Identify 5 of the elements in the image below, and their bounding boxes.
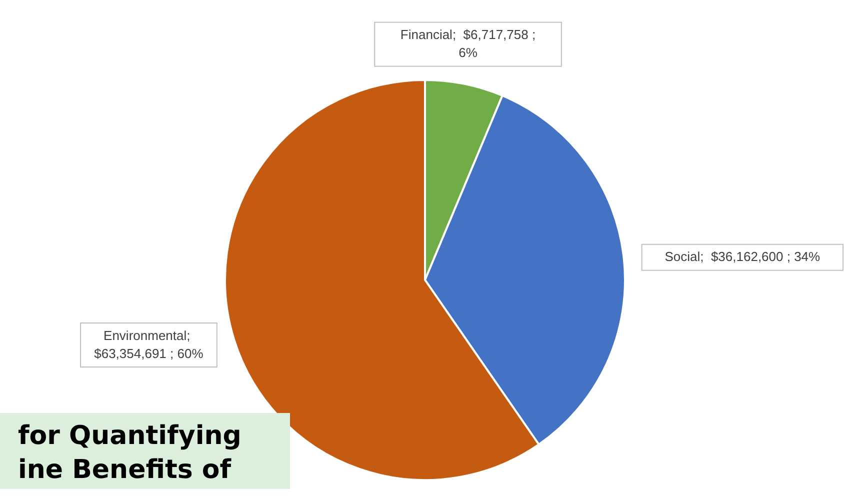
text: ine Benefits of (18, 454, 232, 487)
slice-label: Financial; $6,717,758 ; 6% (374, 22, 562, 66)
text: for Quantifying (18, 420, 242, 453)
slice-label: Social; $36,162,600 ; 34% (642, 244, 843, 270)
slice-label: Environmental; $63,354,691 ; 60% (80, 322, 217, 367)
